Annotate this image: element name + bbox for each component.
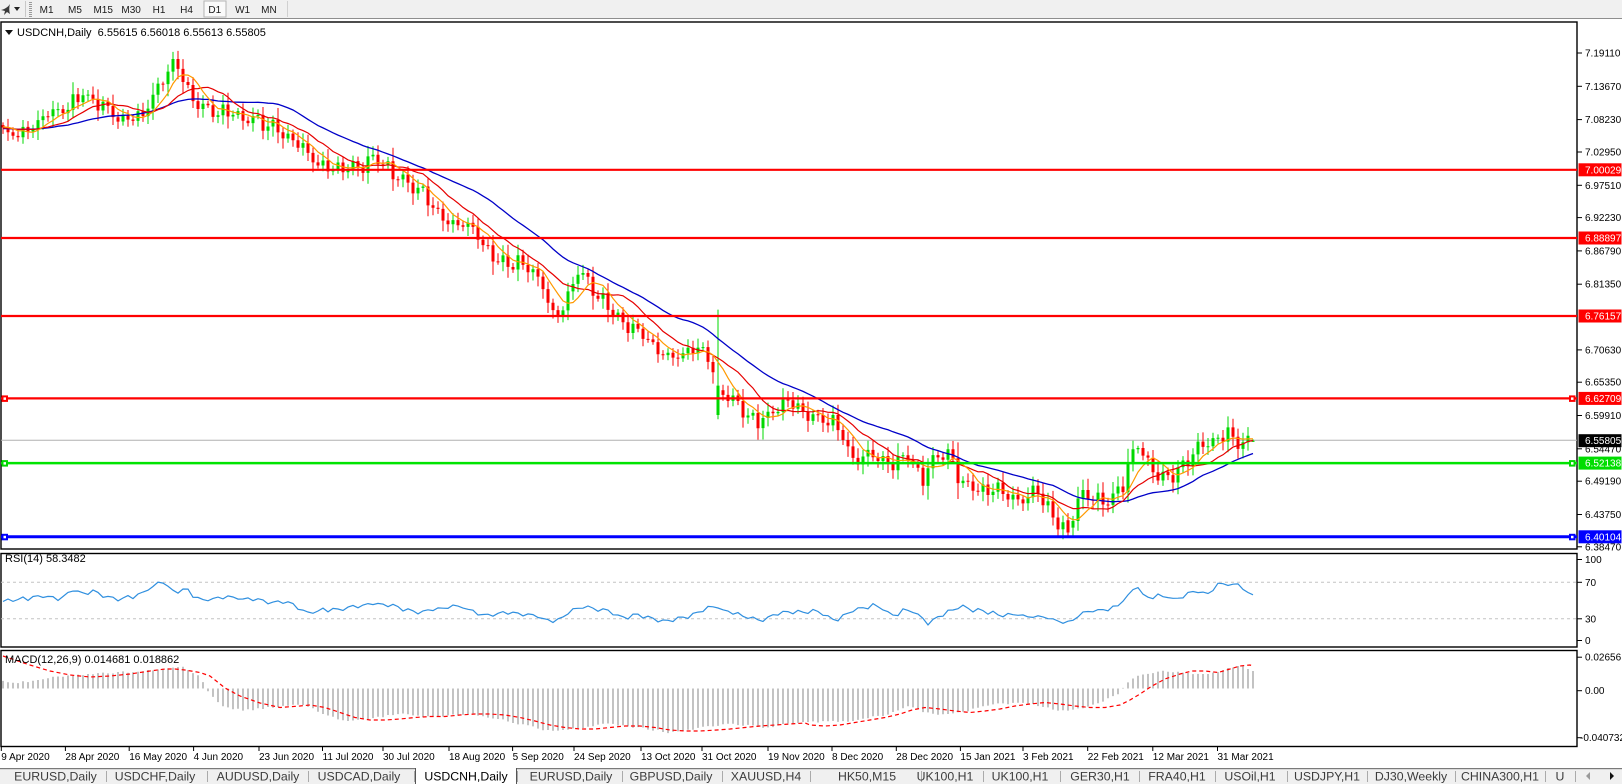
svg-text:30 Jul 2020: 30 Jul 2020	[383, 752, 435, 763]
svg-text:M5: M5	[68, 5, 82, 16]
svg-text:H4: H4	[180, 5, 193, 16]
svg-text:6.70630: 6.70630	[1585, 345, 1622, 356]
svg-text:4 Jun 2020: 4 Jun 2020	[194, 752, 244, 763]
svg-text:8 Dec 2020: 8 Dec 2020	[832, 752, 884, 763]
svg-text:19 Nov 2020: 19 Nov 2020	[768, 752, 825, 763]
svg-text:6.88897: 6.88897	[1585, 234, 1622, 245]
svg-text:M30: M30	[121, 5, 141, 16]
svg-text:7.19110: 7.19110	[1585, 49, 1621, 60]
svg-text:6.97510: 6.97510	[1585, 181, 1622, 192]
svg-text:FRA40,H1: FRA40,H1	[1148, 770, 1206, 784]
svg-text:24 Sep 2020: 24 Sep 2020	[574, 752, 631, 763]
svg-text:EURUSD,Daily: EURUSD,Daily	[14, 770, 98, 784]
svg-text:12 Mar 2021: 12 Mar 2021	[1153, 752, 1210, 763]
svg-text:7.13670: 7.13670	[1585, 82, 1622, 93]
svg-text:-0.040732: -0.040732	[1580, 733, 1622, 744]
svg-text:USDJPY,H1: USDJPY,H1	[1294, 770, 1360, 784]
svg-text:MACD(12,26,9) 0.014681 0.01886: MACD(12,26,9) 0.014681 0.018862	[5, 654, 179, 666]
svg-text:6.62709: 6.62709	[1585, 394, 1622, 405]
svg-text:6.59910: 6.59910	[1585, 411, 1622, 422]
svg-text:7.02950: 7.02950	[1585, 148, 1622, 159]
svg-text:31 Oct 2020: 31 Oct 2020	[702, 752, 757, 763]
svg-text:GBPUSD,Daily: GBPUSD,Daily	[630, 770, 714, 784]
svg-text:16 May 2020: 16 May 2020	[129, 752, 187, 763]
svg-text:USDCAD,Daily: USDCAD,Daily	[318, 770, 402, 784]
svg-text:XAUUSD,H4: XAUUSD,H4	[731, 770, 802, 784]
svg-text:6.86790: 6.86790	[1585, 246, 1622, 257]
svg-text:6.40104: 6.40104	[1585, 532, 1622, 543]
svg-text:M1: M1	[40, 5, 54, 16]
svg-text:UK100,H1: UK100,H1	[917, 770, 974, 784]
svg-text:9 Apr 2020: 9 Apr 2020	[1, 752, 50, 763]
svg-text:6.92230: 6.92230	[1585, 213, 1622, 224]
svg-text:HK50,M15: HK50,M15	[838, 770, 896, 784]
svg-text:6.76157: 6.76157	[1585, 312, 1622, 323]
svg-text:USDCHF,Daily: USDCHF,Daily	[115, 770, 196, 784]
svg-text:6.43750: 6.43750	[1585, 510, 1622, 521]
svg-text:AUDUSD,Daily: AUDUSD,Daily	[217, 770, 301, 784]
svg-text:3 Feb 2021: 3 Feb 2021	[1023, 752, 1074, 763]
svg-text:0: 0	[1585, 636, 1591, 647]
svg-text:22 Feb 2021: 22 Feb 2021	[1088, 752, 1145, 763]
svg-text:W1: W1	[235, 5, 250, 16]
svg-text:7.00029: 7.00029	[1585, 165, 1622, 176]
svg-text:D1: D1	[208, 5, 221, 16]
svg-text:UK100,H1: UK100,H1	[992, 770, 1049, 784]
svg-text:6.54470: 6.54470	[1585, 444, 1622, 455]
svg-text:13 Oct 2020: 13 Oct 2020	[641, 752, 696, 763]
svg-text:6.52138: 6.52138	[1585, 459, 1622, 470]
svg-text:23 Jun 2020: 23 Jun 2020	[259, 752, 314, 763]
svg-text:USDCNH,Daily: USDCNH,Daily	[424, 770, 508, 784]
svg-text:28 Dec 2020: 28 Dec 2020	[896, 752, 953, 763]
svg-text:15 Jan 2021: 15 Jan 2021	[960, 752, 1015, 763]
svg-text:6.49190: 6.49190	[1585, 477, 1622, 488]
svg-text:CHINA300,H1: CHINA300,H1	[1461, 770, 1539, 784]
svg-text:MN: MN	[261, 5, 277, 16]
svg-text:H1: H1	[153, 5, 166, 16]
svg-text:6.55805: 6.55805	[1585, 436, 1622, 447]
svg-text:EURUSD,Daily: EURUSD,Daily	[530, 770, 614, 784]
svg-text:31 Mar 2021: 31 Mar 2021	[1218, 752, 1275, 763]
svg-text:6.65350: 6.65350	[1585, 378, 1622, 389]
svg-text:U: U	[1556, 770, 1565, 784]
svg-text:70: 70	[1585, 578, 1597, 589]
svg-text:M15: M15	[93, 5, 113, 16]
svg-text:RSI(14) 58.3482: RSI(14) 58.3482	[5, 553, 86, 565]
svg-text:5 Sep 2020: 5 Sep 2020	[513, 752, 565, 763]
svg-text:7.08230: 7.08230	[1585, 115, 1622, 126]
svg-text:28 Apr 2020: 28 Apr 2020	[65, 752, 119, 763]
svg-text:0.00: 0.00	[1585, 686, 1605, 697]
svg-text:6.38470: 6.38470	[1585, 542, 1622, 553]
svg-text:USOil,H1: USOil,H1	[1224, 770, 1275, 784]
svg-text:6.81350: 6.81350	[1585, 280, 1622, 291]
svg-text:18 Aug 2020: 18 Aug 2020	[449, 752, 506, 763]
svg-text:USDCNH,Daily 6.55615 6.56018: USDCNH,Daily 6.55615 6.56018 6.55613 6.5…	[17, 27, 266, 39]
svg-text:0.02656: 0.02656	[1585, 653, 1622, 664]
svg-text:11 Jul 2020: 11 Jul 2020	[323, 752, 374, 763]
svg-text:100: 100	[1585, 555, 1602, 566]
svg-text:DJ30,Weekly: DJ30,Weekly	[1375, 770, 1448, 784]
svg-text:GER30,H1: GER30,H1	[1070, 770, 1130, 784]
svg-text:30: 30	[1585, 614, 1597, 625]
